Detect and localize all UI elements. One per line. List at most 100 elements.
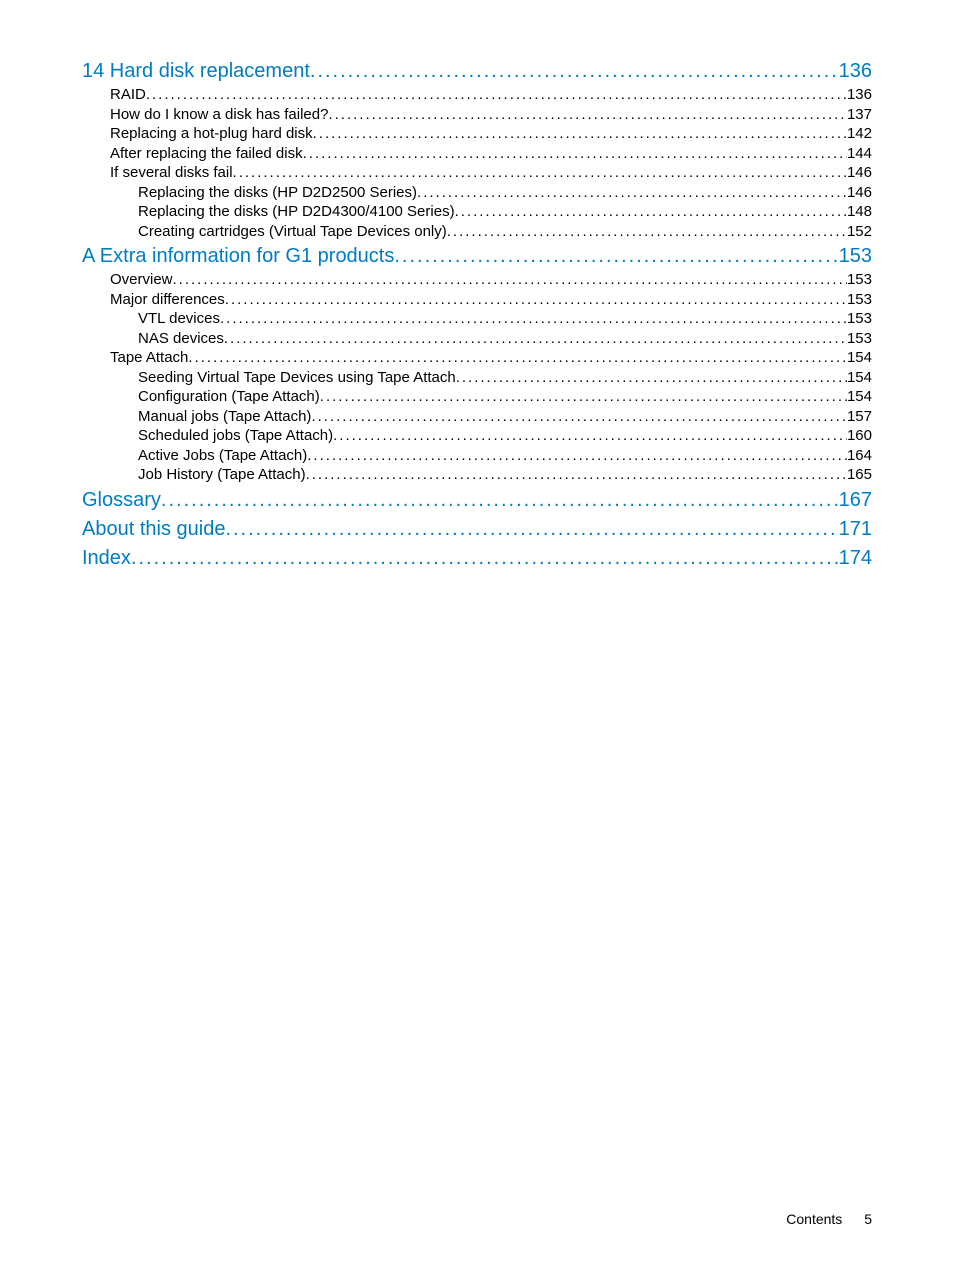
toc-entry-title: Glossary [82, 487, 161, 514]
toc-entry[interactable]: Configuration (Tape Attach) 154 [82, 387, 872, 407]
toc-entry[interactable]: After replacing the failed disk 144 [82, 144, 872, 164]
toc-entry-page: 152 [847, 222, 872, 242]
toc-entry-title: Tape Attach [110, 348, 188, 368]
toc-chapter-entry[interactable]: 14 Hard disk replacement 136 [82, 58, 872, 85]
toc-entry-page: 160 [847, 426, 872, 446]
toc-entry-title: Replacing a hot-plug hard disk [110, 124, 313, 144]
toc-entry-title: VTL devices [138, 309, 220, 329]
toc-entry[interactable]: Replacing a hot-plug hard disk 142 [82, 124, 872, 144]
toc-leader-dots [220, 309, 847, 329]
toc-leader-dots [225, 290, 847, 310]
footer-section-label: Contents [786, 1211, 842, 1227]
toc-container: 14 Hard disk replacement136RAID136How do… [82, 56, 872, 572]
toc-leader-dots [188, 348, 847, 368]
toc-entry-title: If several disks fail [110, 163, 233, 183]
toc-entry-title: Configuration (Tape Attach) [138, 387, 320, 407]
toc-leader-dots [131, 545, 839, 572]
toc-entry-page: 142 [847, 124, 872, 144]
toc-entry-page: 146 [847, 183, 872, 203]
toc-entry-title: Job History (Tape Attach) [138, 465, 306, 485]
toc-entry-page: 154 [847, 348, 872, 368]
toc-leader-dots [161, 487, 839, 514]
toc-leader-dots [456, 368, 847, 388]
toc-entry-title: Active Jobs (Tape Attach) [138, 446, 307, 466]
toc-entry[interactable]: Seeding Virtual Tape Devices using Tape … [82, 368, 872, 388]
toc-leader-dots [417, 183, 847, 203]
toc-leader-dots [394, 243, 838, 270]
toc-chapter-entry[interactable]: About this guide 171 [82, 516, 872, 543]
toc-leader-dots [311, 407, 847, 427]
toc-entry-title: RAID [110, 85, 146, 105]
toc-leader-dots [303, 144, 847, 164]
toc-entry-page: 153 [847, 270, 872, 290]
toc-leader-dots [333, 426, 847, 446]
toc-entry-title: Manual jobs (Tape Attach) [138, 407, 311, 427]
toc-entry-title: After replacing the failed disk [110, 144, 303, 164]
toc-entry[interactable]: Replacing the disks (HP D2D4300/4100 Ser… [82, 202, 872, 222]
toc-entry-title: 14 Hard disk replacement [82, 58, 310, 85]
toc-entry-title: Seeding Virtual Tape Devices using Tape … [138, 368, 456, 388]
toc-entry-title: Creating cartridges (Virtual Tape Device… [138, 222, 447, 242]
toc-leader-dots [310, 58, 839, 85]
toc-entry[interactable]: Major differences 153 [82, 290, 872, 310]
toc-entry[interactable]: Overview 153 [82, 270, 872, 290]
toc-entry-page: 153 [847, 290, 872, 310]
toc-entry-page: 167 [839, 487, 872, 514]
toc-entry-page: 164 [847, 446, 872, 466]
toc-entry[interactable]: NAS devices 153 [82, 329, 872, 349]
toc-entry[interactable]: How do I know a disk has failed? 137 [82, 105, 872, 125]
footer-page-number: 5 [864, 1211, 872, 1227]
toc-entry-title: Overview [110, 270, 173, 290]
toc-leader-dots [307, 446, 847, 466]
toc-leader-dots [328, 105, 847, 125]
toc-entry-page: 137 [847, 105, 872, 125]
toc-entry-page: 136 [847, 85, 872, 105]
toc-leader-dots [224, 329, 847, 349]
toc-leader-dots [146, 85, 847, 105]
toc-leader-dots [313, 124, 847, 144]
toc-leader-dots [225, 516, 838, 543]
toc-entry-page: 153 [839, 243, 872, 270]
toc-chapter-entry[interactable]: Index 174 [82, 545, 872, 572]
toc-entry-title: About this guide [82, 516, 225, 543]
toc-entry-page: 148 [847, 202, 872, 222]
toc-entry-page: 154 [847, 387, 872, 407]
toc-entry[interactable]: Replacing the disks (HP D2D2500 Series) 1… [82, 183, 872, 203]
toc-leader-dots [447, 222, 847, 242]
toc-entry-page: 153 [847, 309, 872, 329]
toc-entry[interactable]: Scheduled jobs (Tape Attach) 160 [82, 426, 872, 446]
toc-entry-title: NAS devices [138, 329, 224, 349]
toc-entry[interactable]: Job History (Tape Attach) 165 [82, 465, 872, 485]
toc-entry-title: Scheduled jobs (Tape Attach) [138, 426, 333, 446]
toc-entry[interactable]: VTL devices 153 [82, 309, 872, 329]
toc-chapter-entry[interactable]: Glossary 167 [82, 487, 872, 514]
toc-entry-page: 174 [839, 545, 872, 572]
toc-entry-page: 165 [847, 465, 872, 485]
toc-entry-page: 171 [839, 516, 872, 543]
toc-leader-dots [455, 202, 847, 222]
toc-entry[interactable]: Tape Attach 154 [82, 348, 872, 368]
toc-entry-page: 146 [847, 163, 872, 183]
toc-entry-title: Index [82, 545, 131, 572]
toc-entry[interactable]: Manual jobs (Tape Attach) 157 [82, 407, 872, 427]
toc-entry-title: Major differences [110, 290, 225, 310]
toc-entry[interactable]: Creating cartridges (Virtual Tape Device… [82, 222, 872, 242]
toc-entry-page: 153 [847, 329, 872, 349]
toc-entry-page: 144 [847, 144, 872, 164]
toc-leader-dots [233, 163, 847, 183]
toc-entry-page: 154 [847, 368, 872, 388]
toc-leader-dots [306, 465, 847, 485]
page-footer: Contents 5 [786, 1211, 872, 1227]
toc-entry[interactable]: Active Jobs (Tape Attach) 164 [82, 446, 872, 466]
toc-entry[interactable]: If several disks fail 146 [82, 163, 872, 183]
toc-chapter-entry[interactable]: A Extra information for G1 products 153 [82, 243, 872, 270]
toc-entry-page: 157 [847, 407, 872, 427]
toc-entry-title: How do I know a disk has failed? [110, 105, 328, 125]
toc-entry-title: Replacing the disks (HP D2D2500 Series) [138, 183, 417, 203]
toc-entry-title: Replacing the disks (HP D2D4300/4100 Ser… [138, 202, 455, 222]
toc-leader-dots [320, 387, 847, 407]
toc-entry[interactable]: RAID 136 [82, 85, 872, 105]
toc-entry-title: A Extra information for G1 products [82, 243, 394, 270]
toc-leader-dots [173, 270, 847, 290]
toc-entry-page: 136 [839, 58, 872, 85]
